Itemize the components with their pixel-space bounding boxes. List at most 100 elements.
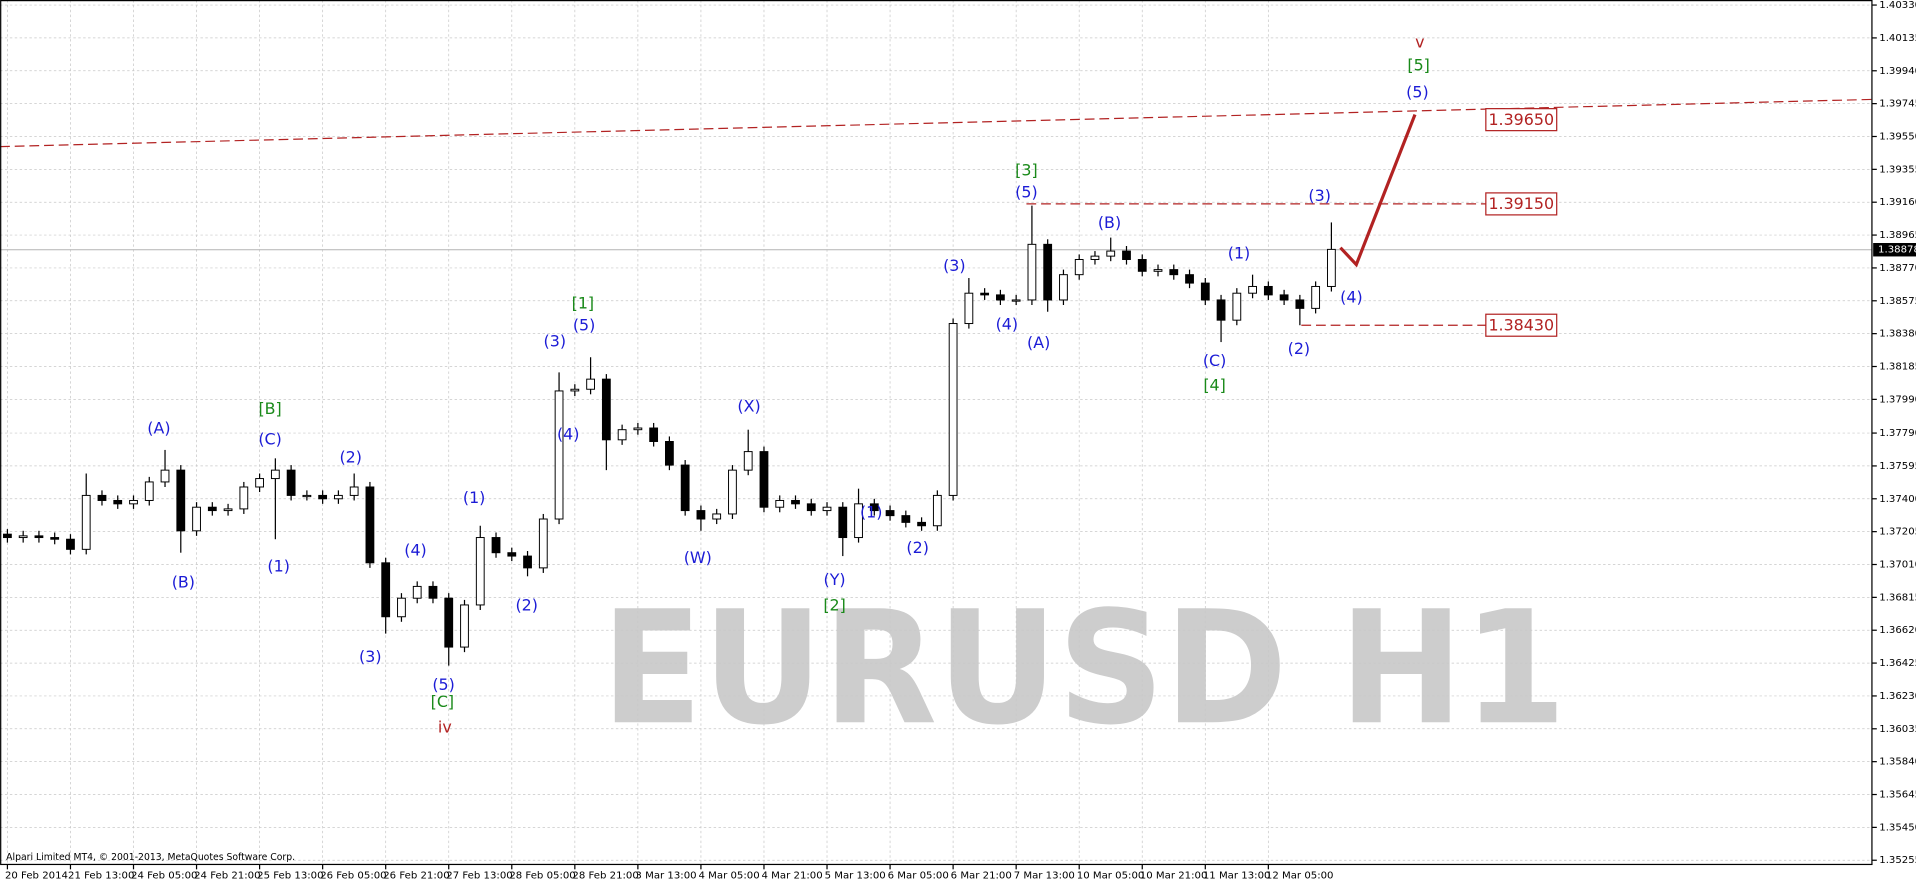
candle-body xyxy=(255,478,264,488)
candle-body xyxy=(523,555,532,569)
wave-label: v xyxy=(1415,32,1424,51)
candle-body xyxy=(144,481,154,501)
candle-body xyxy=(239,486,249,510)
x-tick-label: 28 Feb 21:00 xyxy=(572,870,638,881)
candle-body xyxy=(948,323,958,496)
wave-label: (2) xyxy=(515,596,538,615)
candle-body xyxy=(791,499,800,505)
candle-body xyxy=(113,499,123,505)
candle-body xyxy=(601,378,611,441)
candle-body xyxy=(97,494,107,501)
y-tick-label: 1.38185 xyxy=(1879,362,1916,373)
wave-label: (5) xyxy=(573,316,596,335)
grid xyxy=(0,0,1872,865)
y-tick-label: 1.38575 xyxy=(1879,296,1916,307)
wave-label: (4) xyxy=(996,315,1018,334)
x-tick-label: 21 Feb 13:00 xyxy=(68,870,134,881)
candle-body xyxy=(554,390,564,520)
x-tick-label: 24 Feb 21:00 xyxy=(194,870,260,881)
y-tick-label: 1.36425 xyxy=(1879,658,1916,669)
y-tick-label: 1.38380 xyxy=(1879,329,1916,340)
candle-body xyxy=(1248,285,1257,294)
candle-body xyxy=(1311,285,1321,309)
candle-body xyxy=(491,537,501,554)
y-tick-label: 1.37010 xyxy=(1879,560,1916,571)
wave-label: (C) xyxy=(258,429,281,448)
candle-body xyxy=(917,521,926,527)
x-tick-label: 24 Feb 05:00 xyxy=(131,870,197,881)
candle-body xyxy=(160,469,170,483)
candle-body xyxy=(318,494,328,500)
candle-body xyxy=(381,562,391,618)
y-tick-label: 1.39355 xyxy=(1879,164,1916,175)
copyright: Alpari Limited MT4, © 2001-2013, MetaQuo… xyxy=(6,852,295,863)
wave-label: (C) xyxy=(1203,351,1226,370)
candle-body xyxy=(1153,269,1163,272)
wave-label: (1) xyxy=(267,556,290,575)
candle-body xyxy=(223,508,233,512)
wave-label: (B) xyxy=(1098,213,1121,232)
level-box xyxy=(1485,108,1558,132)
y-tick-label: 1.37790 xyxy=(1879,428,1916,439)
y-tick-label: 1.38965 xyxy=(1879,230,1916,241)
candle-body xyxy=(885,510,895,517)
candle-body xyxy=(854,503,863,539)
candle-body xyxy=(475,537,485,606)
wave-label: [2] xyxy=(823,596,846,615)
candle-body xyxy=(743,451,753,471)
wave-label: iv xyxy=(438,718,452,737)
wave-label: (4) xyxy=(557,424,580,443)
candle-body xyxy=(192,506,201,532)
x-tick-label: 25 Feb 13:00 xyxy=(257,870,323,881)
wave-label: [C] xyxy=(431,692,454,711)
candle-body xyxy=(775,499,785,508)
y-tick-label: 1.35840 xyxy=(1879,757,1916,768)
wave-label: (2) xyxy=(906,538,928,557)
candle-body xyxy=(822,506,832,512)
candle-body xyxy=(1169,269,1179,276)
y-tick-label: 1.39940 xyxy=(1879,66,1916,77)
level-label: 1.39150 xyxy=(1488,194,1554,213)
wave-label: [1] xyxy=(572,294,595,313)
candle-body xyxy=(66,538,75,550)
candle-body xyxy=(207,506,217,512)
candle-body xyxy=(1295,299,1305,309)
candle-body xyxy=(81,494,91,550)
y-tick-label: 1.37205 xyxy=(1879,527,1916,538)
candle-body xyxy=(397,597,406,618)
x-tick-label: 12 Mar 05:00 xyxy=(1266,870,1334,881)
trendline xyxy=(0,98,1872,148)
x-tick-label: 11 Mar 13:00 xyxy=(1203,870,1271,881)
candle-body xyxy=(286,469,296,496)
candle-body xyxy=(1216,299,1226,321)
y-tick-label: 1.39160 xyxy=(1879,197,1916,208)
y-tick-label: 1.35450 xyxy=(1879,822,1916,833)
candle-body xyxy=(570,388,580,392)
candle-body xyxy=(334,494,343,500)
candle-body xyxy=(1122,250,1131,260)
candle-body xyxy=(365,486,375,564)
wave-label: (3) xyxy=(943,256,966,275)
wave-label: (1) xyxy=(1228,244,1250,263)
wave-label: (4) xyxy=(404,541,427,560)
wave-label: (3) xyxy=(544,332,567,351)
x-tick-label: 4 Mar 21:00 xyxy=(762,870,823,881)
candle-body xyxy=(270,469,280,480)
candle-body xyxy=(728,469,737,515)
candle-body xyxy=(901,515,911,523)
x-tick-label: 10 Mar 05:00 xyxy=(1077,870,1145,881)
y-tick-label: 1.35255 xyxy=(1879,855,1916,866)
x-tick-label: 6 Mar 21:00 xyxy=(951,870,1012,881)
x-tick-label: 7 Mar 13:00 xyxy=(1014,870,1075,881)
candle-body xyxy=(838,506,848,539)
level-box xyxy=(1485,313,1558,337)
candle-body xyxy=(34,535,44,539)
candle-body xyxy=(586,378,595,390)
candle-body xyxy=(980,292,990,296)
wave-label: (1) xyxy=(463,488,486,507)
x-tick-label: 10 Mar 21:00 xyxy=(1140,870,1208,881)
candle-body xyxy=(507,552,517,557)
